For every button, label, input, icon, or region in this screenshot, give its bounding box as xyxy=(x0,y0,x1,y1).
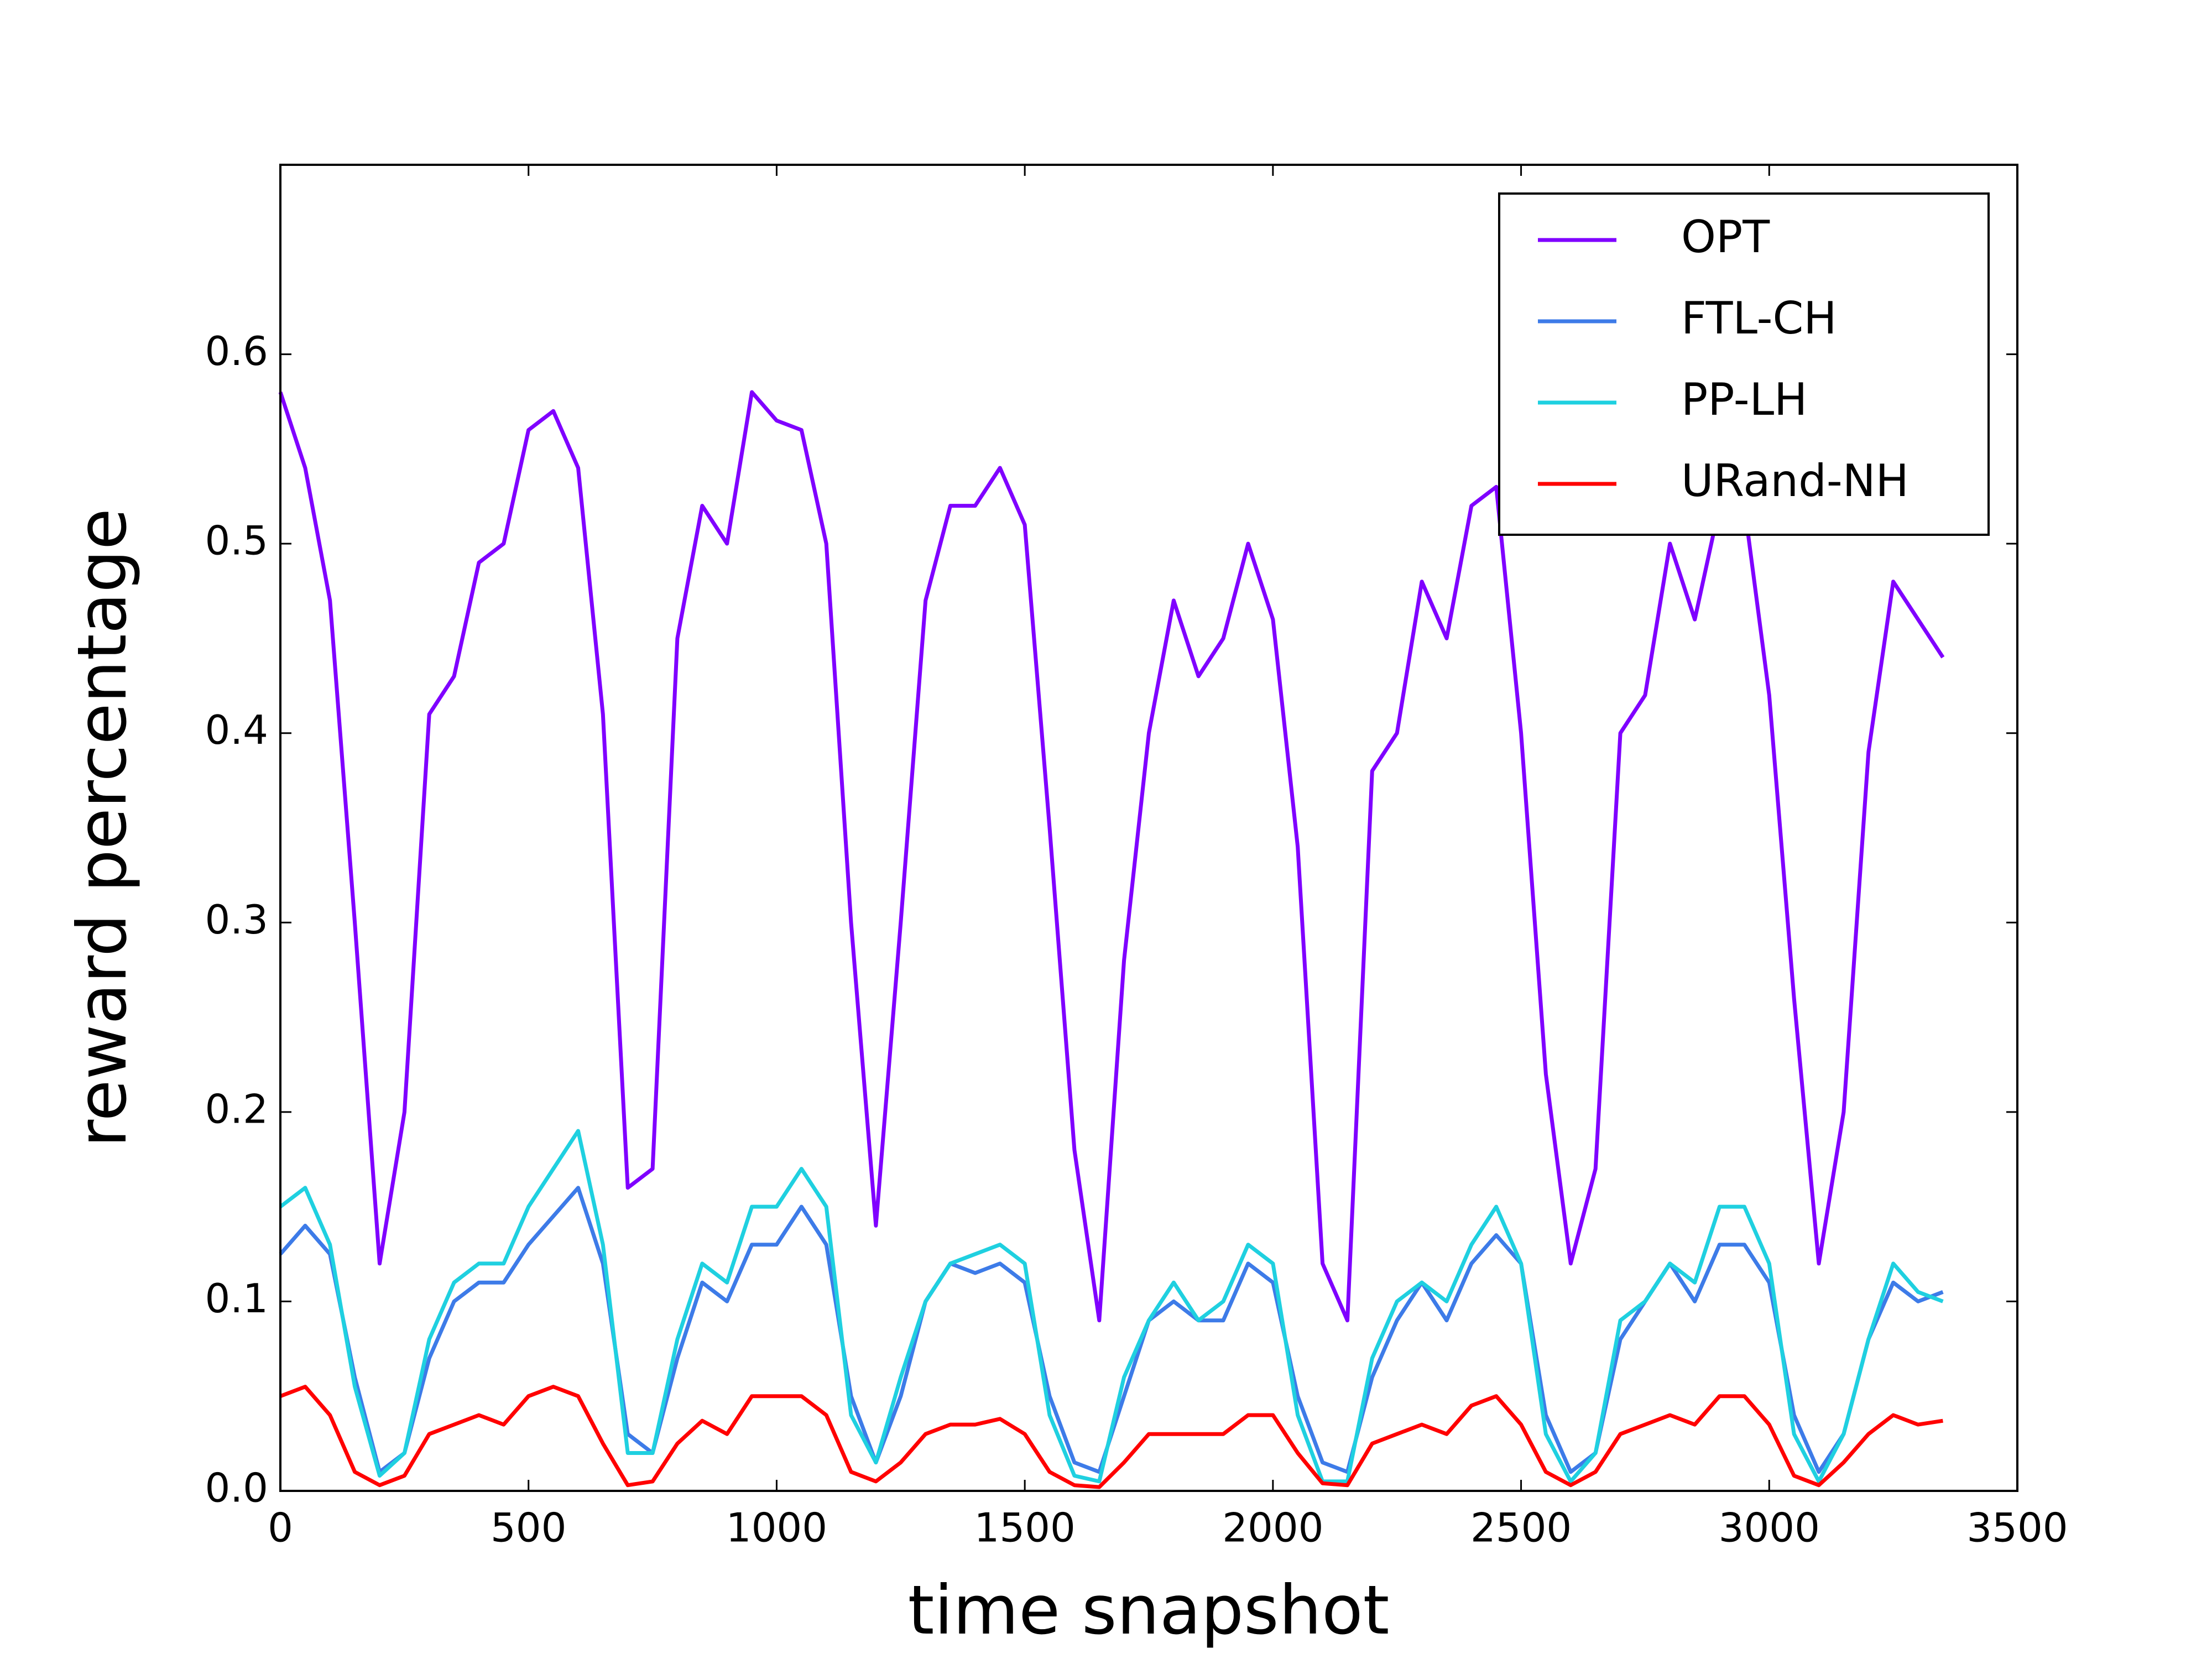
x-tick-label: 3000 xyxy=(1719,1505,1820,1551)
y-tick-label: 0.6 xyxy=(205,328,268,374)
y-tick-label: 0.5 xyxy=(205,518,268,564)
x-tick-label: 2000 xyxy=(1222,1505,1323,1551)
legend-label: URand-NH xyxy=(1681,455,1909,507)
series-line xyxy=(278,390,1945,1323)
plot-frame xyxy=(279,164,2018,1492)
legend-box xyxy=(1498,192,1990,536)
y-tick-label: 0.4 xyxy=(205,707,268,753)
x-tick-label: 1000 xyxy=(726,1505,827,1551)
x-axis-label: time snapshot xyxy=(908,1571,1390,1650)
legend-label: OPT xyxy=(1681,211,1770,263)
legend-label: FTL-CH xyxy=(1681,293,1837,344)
x-tick-label: 3500 xyxy=(1966,1505,2068,1551)
y-tick-label: 0.0 xyxy=(205,1465,268,1511)
series-line xyxy=(279,1129,1944,1484)
y-tick-label: 0.2 xyxy=(205,1086,268,1132)
y-axis-label: reward percentage xyxy=(63,508,142,1147)
legend-label: PP-LH xyxy=(1681,374,1807,425)
x-tick-label: 500 xyxy=(491,1505,566,1551)
x-tick-label: 2500 xyxy=(1470,1505,1572,1551)
x-tick-label: 1500 xyxy=(974,1505,1076,1551)
x-tick-label: 0 xyxy=(268,1505,293,1551)
series-line xyxy=(279,1385,1943,1489)
y-tick-label: 0.1 xyxy=(205,1275,268,1322)
y-tick-label: 0.3 xyxy=(205,896,268,943)
